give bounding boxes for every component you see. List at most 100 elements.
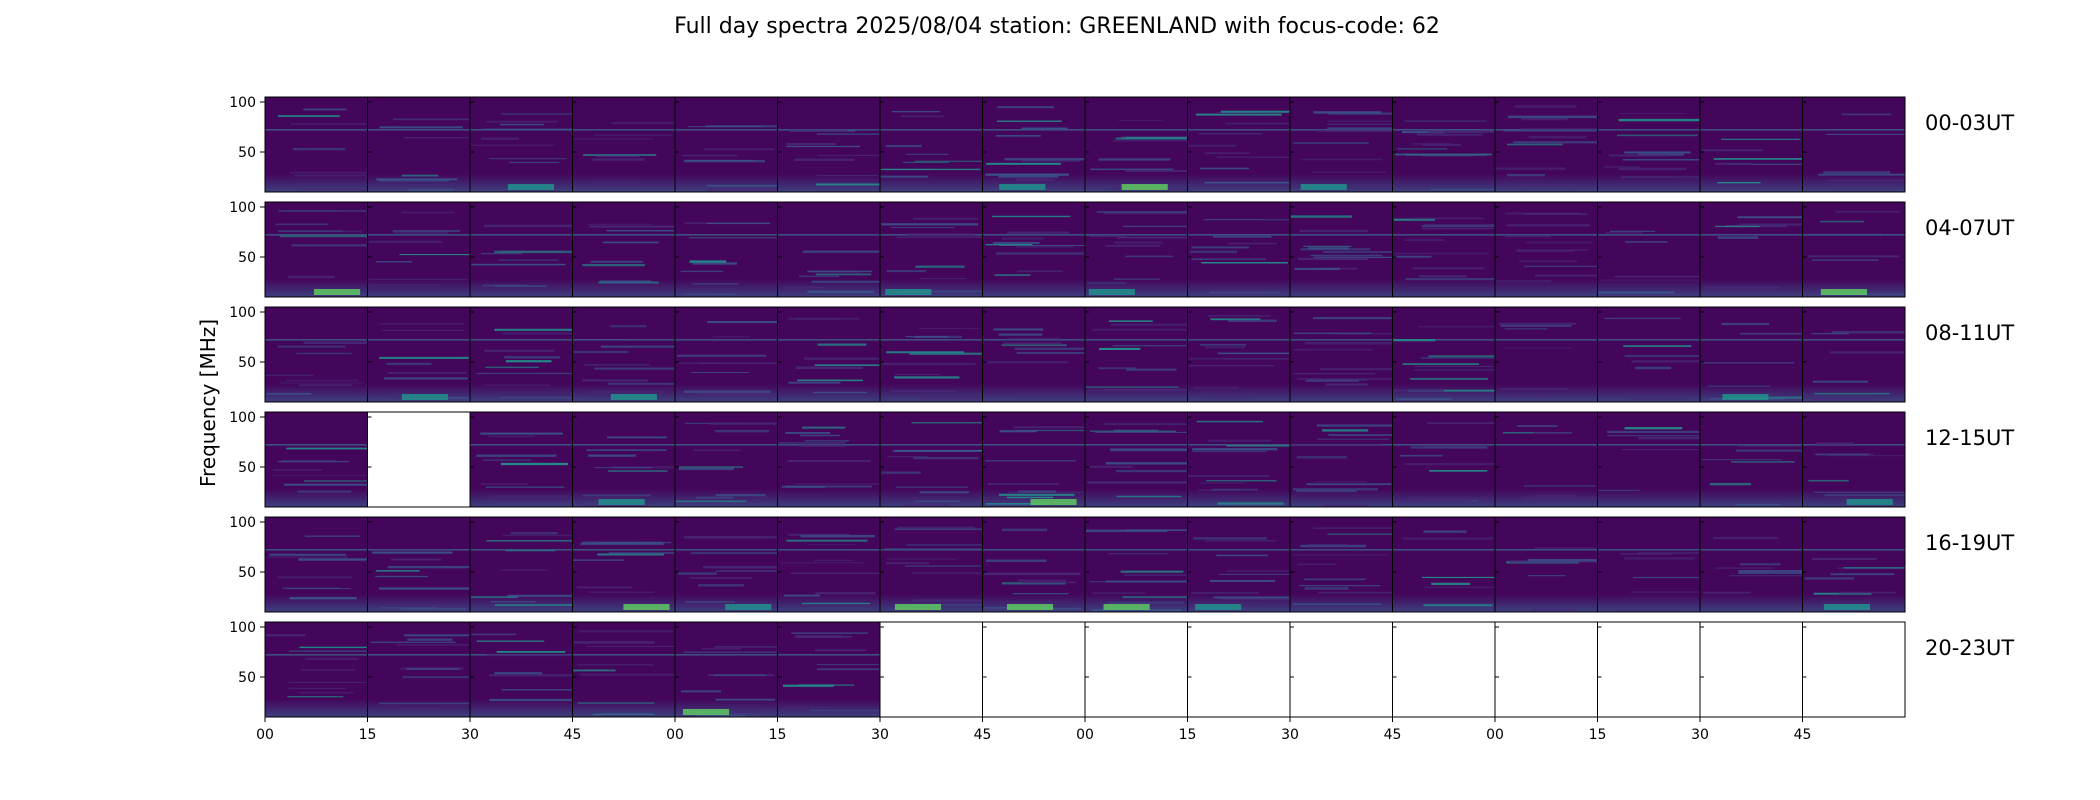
rfi-streak: [483, 384, 551, 386]
rfi-line: [1187, 339, 1290, 341]
spectrogram-cell: [1494, 306, 1598, 403]
spectrogram-cell: [1494, 516, 1598, 613]
rfi-streak: [286, 587, 351, 590]
spectrogram-cell: [1699, 621, 1803, 718]
rfi-streak: [1598, 489, 1640, 492]
rfi-streak: [1635, 366, 1672, 370]
rfi-streak: [814, 559, 853, 562]
rfi-streak: [1304, 342, 1393, 345]
rfi-streak: [1013, 394, 1085, 396]
rfi-streak: [677, 572, 717, 575]
rfi-line: [1187, 549, 1290, 551]
rfi-streak: [302, 188, 368, 191]
rfi-streak: [1533, 432, 1571, 434]
rfi-streak: [1814, 491, 1905, 494]
y-tick-label: 50: [238, 565, 256, 581]
burst: [1006, 604, 1054, 610]
rfi-streak: [1292, 372, 1376, 375]
rfi-streak: [1401, 131, 1445, 134]
rfi-streak: [277, 115, 340, 118]
rfi-streak: [1297, 257, 1368, 261]
rfi-line: [1597, 549, 1700, 551]
rfi-streak: [1605, 231, 1643, 234]
rfi-streak: [1417, 133, 1483, 136]
rfi-streak: [1418, 275, 1467, 278]
rfi-streak: [692, 262, 737, 265]
rfi-streak: [676, 466, 744, 468]
rfi-streak: [1504, 328, 1548, 330]
rfi-streak: [1728, 163, 1803, 165]
rfi-streak: [1191, 246, 1250, 249]
rfi-streak: [1808, 255, 1900, 258]
rfi-line: [470, 339, 573, 341]
rfi-streak: [817, 343, 867, 346]
rfi-streak: [1709, 482, 1751, 486]
rfi-streak: [1720, 138, 1801, 141]
rfi-streak: [680, 270, 723, 273]
rfi-streak: [1412, 267, 1485, 270]
rfi-streak: [683, 651, 778, 654]
rfi-streak: [588, 454, 636, 457]
rfi-line: [982, 129, 1085, 131]
rfi-streak: [801, 426, 846, 429]
spectrogram-cell: [264, 201, 368, 298]
burst: [1722, 394, 1769, 400]
rfi-streak: [476, 372, 573, 375]
rfi-line: [1392, 549, 1495, 551]
rfi-streak: [1418, 326, 1495, 328]
rfi-streak: [809, 709, 880, 712]
rfi-streak: [610, 325, 647, 328]
rfi-streak: [1086, 386, 1179, 388]
noise-band: [880, 489, 983, 507]
spectrogram-cell: [1289, 96, 1393, 193]
rfi-streak: [1410, 377, 1488, 380]
spectrogram-cell: [1597, 96, 1701, 193]
rfi-streak: [1607, 430, 1700, 434]
rfi-streak: [886, 351, 965, 354]
rfi-streak: [1113, 278, 1160, 280]
rfi-streak: [1216, 156, 1290, 158]
rfi-streak: [1087, 282, 1126, 284]
rfi-streak: [1012, 593, 1069, 595]
rfi-streak: [1607, 435, 1700, 437]
rfi-streak: [1523, 485, 1596, 487]
rfi-streak: [1098, 158, 1171, 161]
rfi-streak: [573, 669, 616, 672]
rfi-streak: [1204, 152, 1250, 154]
rfi-streak: [291, 244, 368, 247]
rfi-streak: [1618, 167, 1687, 171]
spectrogram-cell: [1084, 411, 1188, 508]
noise-band: [1392, 594, 1495, 612]
rfi-streak: [480, 252, 523, 255]
rfi-streak: [265, 374, 314, 376]
noise-band: [265, 594, 368, 612]
rfi-line: [1495, 234, 1598, 236]
rfi-streak: [582, 494, 652, 497]
rfi-streak: [1089, 465, 1133, 468]
rfi-line: [880, 444, 983, 446]
rfi-streak: [1528, 575, 1566, 577]
spectrogram-cell: [1084, 96, 1188, 193]
rfi-line: [470, 444, 573, 446]
spectrogram-cell: [1597, 201, 1701, 298]
rfi-streak: [1738, 571, 1803, 574]
spectrogram-cell: [674, 96, 778, 193]
spectrogram-cell: [469, 96, 573, 193]
rfi-streak: [689, 236, 778, 239]
rfi-streak: [911, 422, 983, 424]
rfi-streak: [1534, 494, 1577, 497]
rfi-streak: [392, 229, 461, 233]
rfi-streak: [1105, 462, 1188, 465]
rfi-streak: [1204, 540, 1277, 542]
rfi-streak: [287, 687, 347, 689]
rfi-streak: [797, 379, 863, 382]
spectrogram-cell: [1392, 201, 1496, 298]
spectrogram-cell: [777, 621, 881, 718]
noise-band: [470, 699, 573, 717]
rfi-streak: [1825, 179, 1905, 182]
rfi-streak: [1816, 453, 1869, 456]
rfi-line: [675, 444, 778, 446]
rfi-streak: [1292, 554, 1389, 556]
rfi-streak: [1317, 591, 1393, 594]
burst: [507, 184, 554, 190]
